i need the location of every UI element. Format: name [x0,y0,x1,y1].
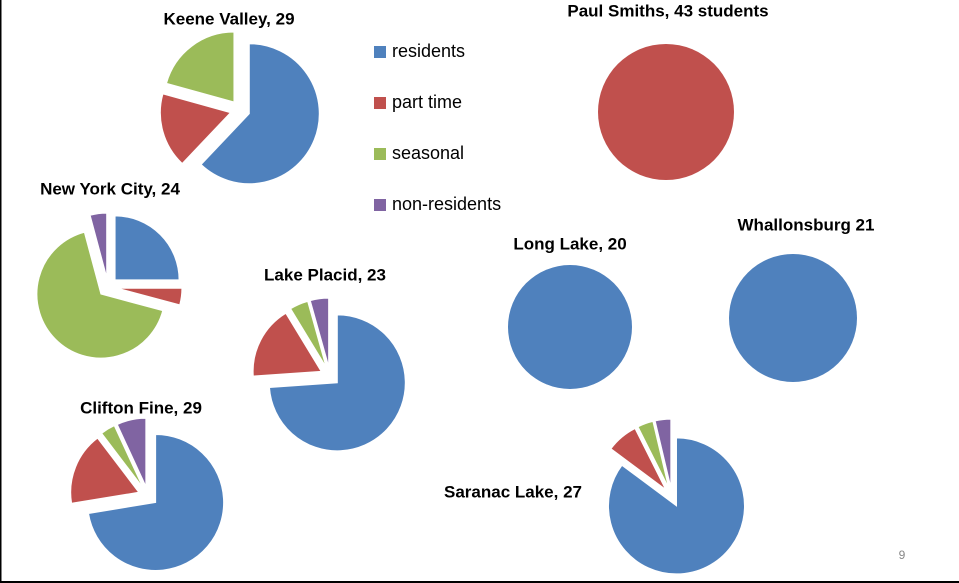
legend-swatch [374,199,386,211]
pie-slice [729,254,857,382]
legend-label: residents [392,41,465,61]
legend-swatch [374,46,386,58]
slide-number: 9 [899,548,906,562]
pie-slice [114,215,180,281]
pie-slice [87,433,225,571]
pie-slice [200,43,320,185]
pie-slice [116,417,147,487]
pie-slice [637,420,670,488]
pie-slice [70,437,140,504]
pie-slice [36,231,164,359]
pie-slice [289,300,327,368]
legend-label: part time [392,92,462,112]
chart-title: New York City, 24 [40,179,180,198]
chart-title: Lake Placid, 23 [264,265,386,284]
pie-slice [100,425,144,488]
legend-swatch [374,148,386,160]
pie-slice [309,297,330,367]
pie-slice [654,418,672,488]
pie-slice [508,265,632,389]
pie-slice [268,314,406,452]
chart-title: Clifton Fine, 29 [80,398,202,417]
pie-slice [598,44,734,180]
chart-title: Paul Smiths, 43 students [567,1,768,20]
chart-title: Saranac Lake, 27 [444,482,582,501]
legend-label: non-residents [392,194,501,214]
pie-slice [117,287,183,306]
pie-slice [608,437,745,575]
pie-slice [165,31,235,103]
chart-title: Keene Valley, 29 [163,9,294,28]
chart-title: Whallonsburg 21 [738,215,875,234]
legend-swatch [374,97,386,109]
chart-title: Long Lake, 20 [513,234,626,253]
pie-slice [159,93,232,165]
pie-slice [89,212,108,278]
pie-slice [610,427,667,490]
legend-label: seasonal [392,143,464,163]
pie-slice [252,312,322,377]
